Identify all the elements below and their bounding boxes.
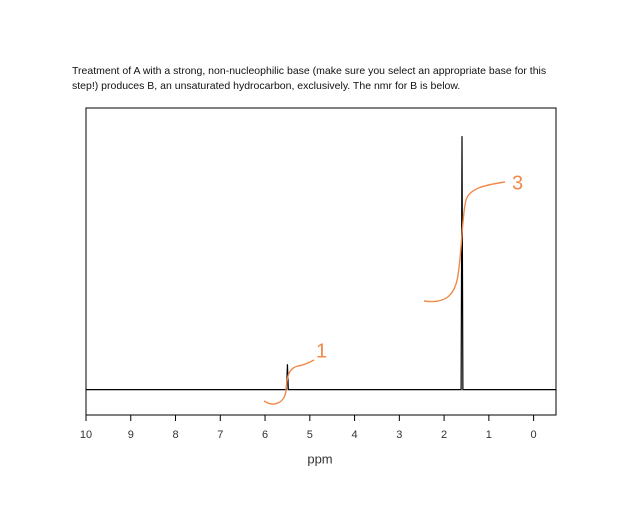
x-tick-label: 10 [80, 429, 92, 441]
integral-label: 3 [512, 172, 523, 194]
integral-label: 1 [316, 340, 327, 362]
plot-frame [85, 107, 557, 416]
x-tick-label: 0 [531, 429, 537, 441]
x-tick-label: 2 [441, 429, 447, 441]
x-tick-label: 8 [172, 429, 178, 441]
x-axis-label: ppm [307, 451, 332, 466]
x-tick-label: 9 [128, 429, 134, 441]
x-tick-label: 7 [217, 429, 223, 441]
integral-curve [423, 181, 506, 303]
x-tick-label: 1 [486, 429, 492, 441]
x-tick-label: 4 [352, 429, 358, 441]
x-tick-label: 5 [307, 429, 313, 441]
integral-curve [263, 359, 315, 405]
x-tick-label: 3 [396, 429, 402, 441]
problem-text: Treatment of A with a strong, non-nucleo… [72, 65, 547, 92]
x-tick-label: 6 [262, 429, 268, 441]
